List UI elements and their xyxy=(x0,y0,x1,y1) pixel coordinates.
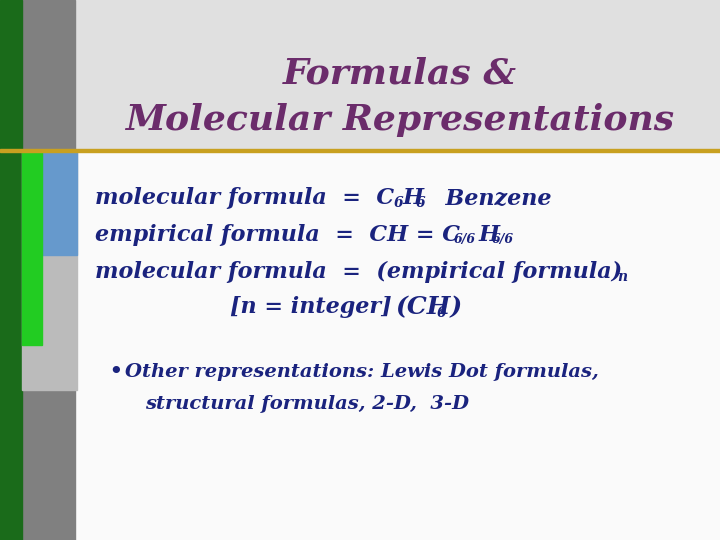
Text: (CH): (CH) xyxy=(395,295,462,319)
Text: [n = integer]: [n = integer] xyxy=(230,296,407,318)
Text: Other representations: Lewis Dot formulas,: Other representations: Lewis Dot formula… xyxy=(125,363,599,381)
Bar xyxy=(0,149,720,152)
Text: 6: 6 xyxy=(437,306,446,320)
Bar xyxy=(75,150,720,540)
Text: 6: 6 xyxy=(416,196,426,210)
Text: molecular formula  =  (empirical formula): molecular formula = (empirical formula) xyxy=(95,261,622,283)
Bar xyxy=(0,0,22,540)
Bar xyxy=(22,150,77,390)
Text: 6/6: 6/6 xyxy=(492,233,514,246)
Text: Formulas &: Formulas & xyxy=(283,56,517,90)
Bar xyxy=(38,150,77,255)
Text: empirical formula  =  CH = C: empirical formula = CH = C xyxy=(95,224,460,246)
Bar xyxy=(75,0,720,150)
Text: n: n xyxy=(617,270,627,284)
Text: molecular formula  =  C: molecular formula = C xyxy=(95,187,394,209)
Text: H: H xyxy=(479,224,500,246)
Text: •: • xyxy=(108,360,122,384)
Bar xyxy=(0,0,75,540)
Text: H: H xyxy=(403,187,424,209)
Text: Molecular Representations: Molecular Representations xyxy=(125,103,675,137)
Text: Benzene: Benzene xyxy=(430,187,552,209)
Text: structural formulas, 2-D,  3-D: structural formulas, 2-D, 3-D xyxy=(145,395,469,413)
Text: 6/6: 6/6 xyxy=(454,233,476,246)
Bar xyxy=(22,150,42,345)
Text: 6: 6 xyxy=(394,196,404,210)
